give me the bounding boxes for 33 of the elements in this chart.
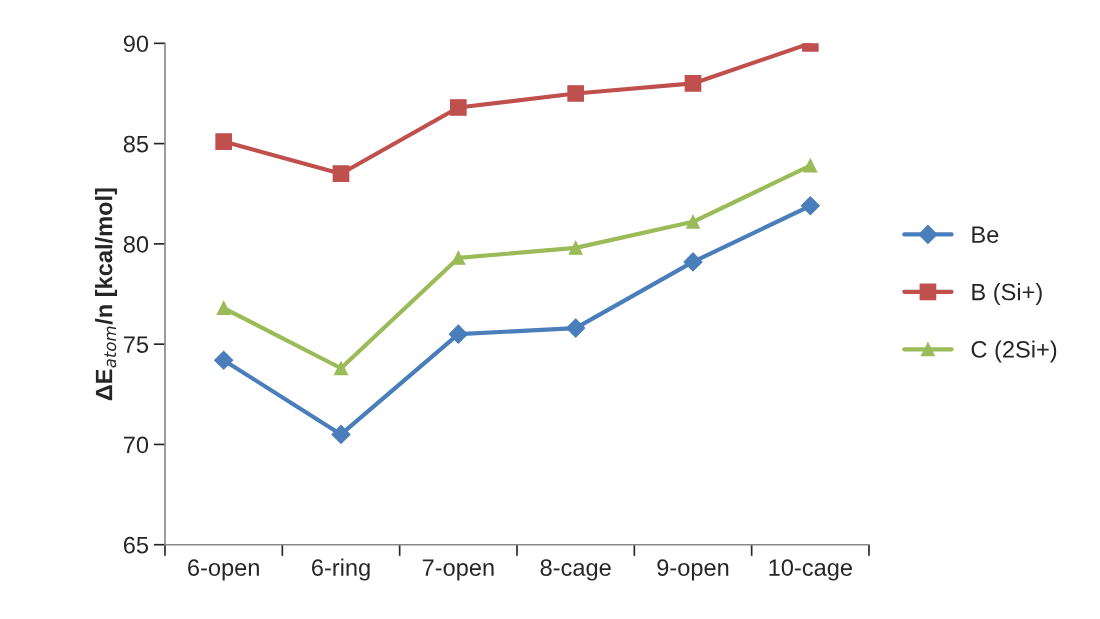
point <box>449 99 467 116</box>
point <box>800 196 820 216</box>
point <box>331 424 351 444</box>
x-tick-label: 6-ring <box>312 558 370 581</box>
y-tick-label: 65 <box>123 536 149 554</box>
x-tick-label: 6-open <box>188 559 259 581</box>
point <box>803 158 818 173</box>
point <box>216 301 231 316</box>
point <box>684 75 702 92</box>
y-tick-label: 85 <box>123 135 149 153</box>
point <box>568 240 583 255</box>
y-axis-title: ΔE$_{atom}$/n [kcal/mol] <box>95 188 118 401</box>
x-tick-label: 9-open <box>657 559 729 581</box>
point <box>214 350 234 370</box>
point <box>334 361 348 376</box>
x-tick-label: 8-cage <box>540 559 611 581</box>
point <box>566 318 586 338</box>
y-tick-label: 90 <box>123 35 149 53</box>
legend-label: B (Si+) <box>972 283 1042 306</box>
point <box>451 250 466 265</box>
legend-label: C (2Si+) <box>971 340 1057 363</box>
legend-label: Be <box>972 226 999 243</box>
point <box>215 133 233 150</box>
y-tick-label: 75 <box>123 336 149 353</box>
point <box>686 214 700 229</box>
point <box>683 252 703 272</box>
x-tick-label: 7-open <box>422 559 494 581</box>
y-tick-label: 70 <box>123 436 149 454</box>
point <box>448 324 468 344</box>
point <box>332 165 350 183</box>
x-tick-label: 10-cage <box>769 559 852 581</box>
y-tick-label: 80 <box>123 235 149 253</box>
point <box>567 85 585 102</box>
